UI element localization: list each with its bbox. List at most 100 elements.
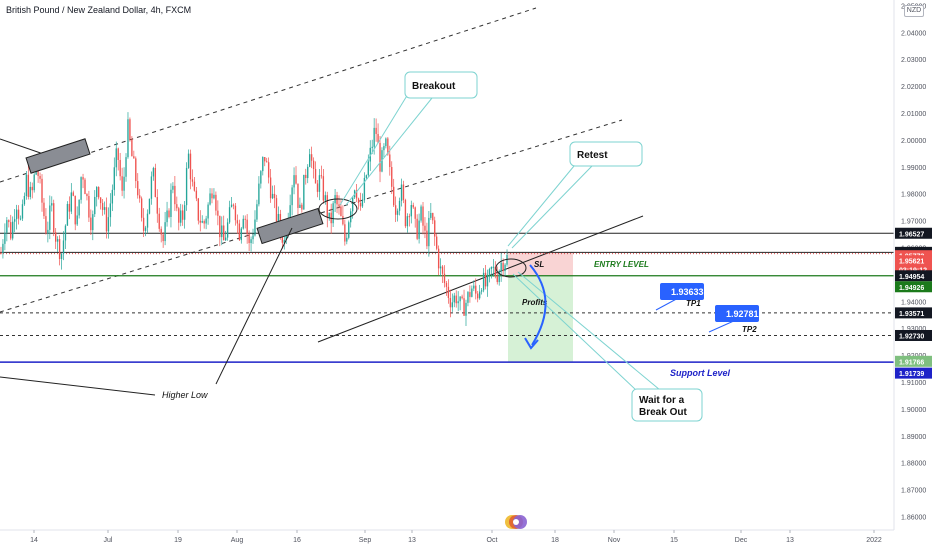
candle-body [0,252,2,254]
retest-pointer [507,165,575,247]
price-tag-label: 1.96527 [899,231,924,238]
tp1-badge [660,283,704,300]
candle-body [477,293,479,299]
time-tick-label: 18 [551,537,559,544]
candle-body [396,210,399,215]
candle-body [158,213,160,229]
candle-body [436,236,438,249]
candle-body [189,153,192,180]
candle-body [219,215,221,238]
candle-body [400,184,403,201]
candle-body [70,192,72,212]
candle-body [123,176,125,191]
candle-body [6,220,8,233]
candle-body [338,204,340,207]
candle-body [109,203,112,218]
candle-body [217,210,219,216]
candle-body [96,186,98,197]
candle-body [418,220,420,239]
candle-body [39,175,41,179]
candle-body [420,206,422,221]
tradingview-logo-icon[interactable] [503,514,529,530]
wait-pointer [512,273,637,391]
candle-body [228,207,231,223]
candle-body [492,266,495,268]
candle-body [316,183,319,192]
candle-body [240,228,242,241]
candle-body [434,220,436,237]
price-tick-label: 1.89000 [901,434,926,441]
candle-body [267,162,270,178]
candle-body [103,207,106,210]
candle-body [178,208,180,223]
candle-body [203,221,205,224]
candle-body [256,204,258,220]
candle-body [244,218,246,220]
candle-body [275,198,278,222]
candle-body [494,266,496,276]
chart-title: British Pound / New Zealand Dollar, 4h, … [6,5,192,15]
currency-badge[interactable]: NZD [904,5,924,17]
candle-body [484,272,487,287]
candle-body [129,119,131,140]
candle-body [406,216,409,227]
price-tick-label: 1.91000 [901,380,926,387]
candle-body [55,232,57,242]
candle-body [482,272,485,291]
candle-body [10,222,12,239]
price-tag-label: 1.95621 [899,259,924,266]
candle-body [289,205,291,219]
candle-body [242,218,244,229]
candle-body [60,253,63,260]
candle-body [385,138,387,147]
candle-body [53,203,55,233]
time-tick-label: 16 [293,537,301,544]
candle-body [344,224,346,242]
candle-body [416,218,418,239]
time-tick-label: 15 [670,537,678,544]
candle-body [115,148,117,168]
breakout-callout-box [404,71,478,99]
retest-label: Retest [577,150,608,161]
tp1-price-label: 1.93633 [671,287,704,297]
candle-body [478,291,481,299]
time-tick-label: 19 [174,537,182,544]
candle-body [293,175,295,188]
profit-zone [508,275,573,363]
candle-body [326,195,328,218]
candle-body [232,204,235,206]
candle-body [424,225,426,231]
candle-body [21,204,24,219]
candle-body [307,166,309,179]
candle-body [13,219,16,222]
upper-channel-line [0,7,537,183]
candle-body [162,234,164,242]
candle-body [359,202,362,207]
candle-body [391,167,393,187]
candle-body [160,228,162,235]
candle-body [297,183,299,208]
candle-body [15,209,18,220]
candle-body [291,187,293,206]
candle-body [422,206,424,226]
candle-body [283,239,285,243]
candle-body [361,200,364,207]
candle-body [439,266,442,269]
candle-body [226,222,229,238]
candle-body [166,210,168,223]
price-tick-label: 1.99000 [901,165,926,172]
candle-body [246,219,248,235]
price-tick-label: 1.90000 [901,407,926,414]
candle-body [459,296,461,302]
candle-body [295,175,297,184]
candle-body [207,204,209,219]
candle-body [309,154,311,167]
candle-body [402,184,405,200]
price-tag [895,307,932,319]
entry-level-label: ENTRY LEVEL [594,260,649,269]
candle-body [139,195,141,199]
annotation-line-bottom [0,376,156,396]
breakout-label: Breakout [412,81,456,92]
candle-body [320,175,323,177]
candle-body [146,213,149,228]
